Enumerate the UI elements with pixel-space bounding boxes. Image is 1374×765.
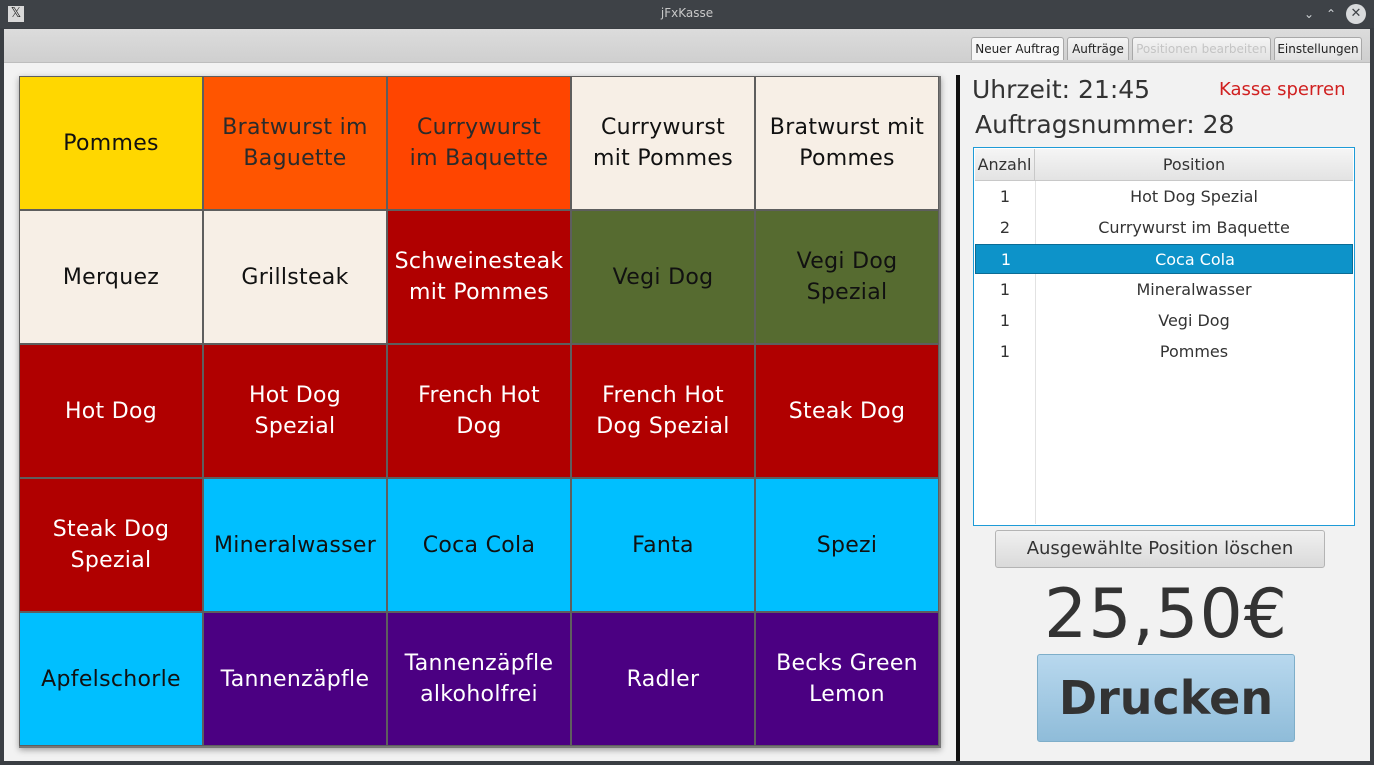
tab-positionen-bearbeiten: Positionen bearbeiten (1132, 37, 1271, 60)
table-row[interactable]: 1 Coca Cola (975, 244, 1353, 274)
product-button[interactable]: Pommes (19, 76, 203, 210)
product-button[interactable]: Tannenzäpfle alkoholfrei (387, 612, 571, 746)
product-button[interactable]: Currywurst mit Pommes (571, 76, 755, 210)
product-button[interactable]: French Hot Dog (387, 344, 571, 478)
tab-auftraege[interactable]: Aufträge (1067, 37, 1129, 60)
column-header-position[interactable]: Position (1162, 155, 1226, 174)
product-grid: Pommes Bratwurst im Baguette Currywurst im… (19, 76, 941, 748)
table-row[interactable]: 1 Hot Dog Spezial (975, 182, 1353, 212)
product-button[interactable]: Tannenzäpfle (203, 612, 387, 746)
minimize-button[interactable]: ⌄ (1303, 7, 1315, 21)
table-row[interactable]: 1 Vegi Dog (975, 306, 1353, 336)
row-qty: 1 (999, 280, 1011, 299)
order-number-label: Auftragsnummer: 28 (975, 110, 1235, 139)
row-position: Vegi Dog (1158, 311, 1230, 330)
table-row[interactable]: 1 Mineralwasser (975, 275, 1353, 305)
row-qty: 1 (999, 342, 1011, 361)
tab-bar: Neuer Auftrag Aufträge Positionen bearbe… (4, 29, 1370, 62)
product-button[interactable]: Fanta (571, 478, 755, 612)
product-button[interactable]: Coca Cola (387, 478, 571, 612)
print-button[interactable]: Drucken (1037, 654, 1295, 742)
tab-content-border (4, 62, 1370, 63)
product-button[interactable]: Merquez (19, 210, 203, 344)
time-label: Uhrzeit: 21:45 (972, 75, 1151, 104)
product-button[interactable]: Steak Dog (755, 344, 939, 478)
row-qty: 2 (999, 218, 1011, 237)
product-button[interactable]: Steak Dog Spezial (19, 478, 203, 612)
row-position: Coca Cola (1155, 250, 1235, 269)
product-button[interactable]: Apfelschorle (19, 612, 203, 746)
product-button[interactable]: Bratwurst mit Pommes (755, 76, 939, 210)
app-logo-icon: 𝕏 (8, 6, 24, 22)
row-qty: 1 (999, 187, 1011, 206)
product-button[interactable]: Spezi (755, 478, 939, 612)
row-position: Mineralwasser (1136, 280, 1252, 299)
product-button[interactable]: Radler (571, 612, 755, 746)
order-total: 25,50€ (1044, 575, 1288, 654)
row-qty: 1 (999, 311, 1011, 330)
table-row[interactable]: 1 Pommes (975, 337, 1353, 367)
product-button[interactable]: Vegi Dog Spezial (755, 210, 939, 344)
order-panel: Uhrzeit: 21:45 Kasse sperren Auftragsnum… (964, 65, 1368, 761)
client-area: Neuer Auftrag Aufträge Positionen bearbe… (4, 29, 1370, 761)
close-button[interactable]: ✕ (1346, 4, 1366, 24)
window-title: jFxKasse (660, 6, 714, 20)
maximize-button[interactable]: ⌃ (1325, 7, 1337, 21)
column-separator (1035, 181, 1036, 524)
panel-divider (956, 75, 960, 761)
delete-selected-button[interactable]: Ausgewählte Position löschen (995, 530, 1325, 568)
row-qty: 1 (1000, 250, 1012, 269)
product-button[interactable]: Currywurst im Baquette (387, 76, 571, 210)
column-header-qty[interactable]: Anzahl (975, 149, 1035, 180)
table-header: Anzahl Position (975, 149, 1353, 181)
product-button[interactable]: Hot Dog Spezial (203, 344, 387, 478)
product-button[interactable]: Hot Dog (19, 344, 203, 478)
product-button[interactable]: Mineralwasser (203, 478, 387, 612)
lock-register-button[interactable]: Kasse sperren (1219, 79, 1346, 100)
product-button[interactable]: Bratwurst im Baguette (203, 76, 387, 210)
tab-neuer-auftrag[interactable]: Neuer Auftrag (971, 37, 1064, 60)
product-button[interactable]: Becks Green Lemon (755, 612, 939, 746)
product-button[interactable]: French Hot Dog Spezial (571, 344, 755, 478)
row-position: Currywurst im Baquette (1098, 218, 1290, 237)
product-button[interactable]: Vegi Dog (571, 210, 755, 344)
product-button[interactable]: Grillsteak (203, 210, 387, 344)
row-position: Hot Dog Spezial (1130, 187, 1258, 206)
order-table[interactable]: Anzahl Position 1 Hot Dog Spezial 2 Currywu… (973, 147, 1355, 526)
titlebar: 𝕏 jFxKasse ⌄ ⌃ ✕ (0, 0, 1374, 28)
product-button[interactable]: Schweinesteak mit Pommes (387, 210, 571, 344)
tab-einstellungen[interactable]: Einstellungen (1274, 37, 1362, 60)
table-row[interactable]: 2 Currywurst im Baquette (975, 213, 1353, 243)
row-position: Pommes (1159, 342, 1229, 361)
